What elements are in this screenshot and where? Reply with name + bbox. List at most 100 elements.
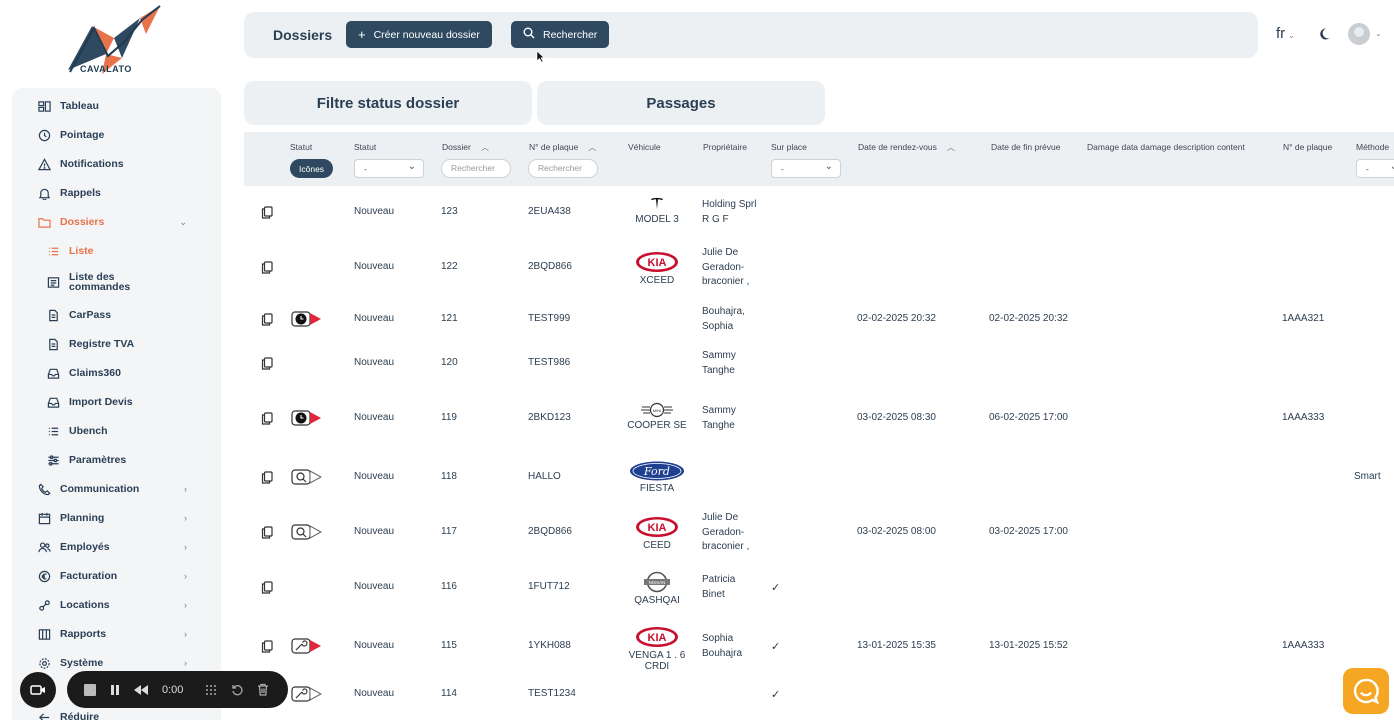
sidebar-item-registre-tva[interactable]: Registre TVA	[46, 333, 196, 355]
statut-cell: Nouveau	[354, 357, 395, 368]
restart-icon[interactable]	[231, 684, 243, 696]
sidebar-item-planning[interactable]: Planning ›	[37, 507, 187, 529]
vehicle-cell: NISSAN QASHQAI	[624, 571, 690, 606]
gear-icon	[37, 656, 51, 670]
inbox-icon	[46, 366, 60, 380]
tab-passages[interactable]: Passages	[537, 81, 825, 125]
search-icon	[523, 27, 535, 42]
create-dossier-button[interactable]: + Créer nouveau dossier	[346, 21, 492, 48]
sidebar-item-employes[interactable]: Employés ›	[37, 536, 187, 558]
sidebar-item-claims360[interactable]: Claims360	[46, 362, 196, 384]
header-plaque-2: N° de plaque	[1283, 142, 1333, 152]
sidebar-item-label: Paramètres	[69, 454, 127, 466]
header-fin: Date de fin prévue	[991, 142, 1061, 152]
sidebar-item-liste-commandes[interactable]: Liste des commandes	[46, 271, 196, 293]
sidebar-item-parametres[interactable]: Paramètres	[46, 449, 196, 471]
plaque-cell: 1FUT712	[528, 581, 570, 592]
copy-icon[interactable]	[261, 412, 273, 425]
check-icon: ✓	[771, 689, 781, 701]
sidebar-item-rapports[interactable]: Rapports ›	[37, 623, 187, 645]
bell-icon	[37, 186, 51, 200]
sidebar-item-systeme[interactable]: Système ›	[37, 652, 187, 674]
methode-filter-select[interactable]: -	[1356, 159, 1394, 178]
sidebar-item-ubench[interactable]: Ubench	[46, 420, 196, 442]
sidebar-item-liste[interactable]: Liste	[46, 240, 196, 262]
cavalato-logo	[68, 5, 161, 74]
language-selector[interactable]: fr ⌄	[1276, 25, 1295, 42]
sidebar-collapse-button[interactable]: Réduire	[37, 706, 187, 720]
trash-icon[interactable]	[257, 683, 269, 696]
copy-icon[interactable]	[261, 526, 273, 539]
sidebar-item-label: Réduire	[60, 711, 100, 720]
copy-icon[interactable]	[261, 640, 273, 653]
search-button[interactable]: Rechercher	[511, 21, 610, 48]
svg-text:MINI: MINI	[653, 408, 661, 413]
avatar[interactable]	[1348, 23, 1370, 45]
plaque-search-input[interactable]: Rechercher	[528, 159, 598, 178]
dossier-cell: 116	[441, 581, 457, 592]
sort-asc-icon: ︿	[946, 143, 955, 152]
sidebar-item-notifications[interactable]: Notifications	[37, 153, 187, 175]
vehicle-cell: KIA XCEED	[624, 251, 690, 286]
dark-mode-toggle-icon[interactable]	[1317, 27, 1331, 41]
sidebar-item-label: Facturation	[60, 570, 118, 582]
copy-icon[interactable]	[261, 261, 273, 274]
book-icon	[37, 627, 51, 641]
rdv-cell: 03-02-2025 08:30	[857, 412, 936, 423]
dossier-cell: 114	[441, 688, 457, 699]
recording-toolbar: 0:00	[67, 671, 288, 708]
sidebar-item-dossiers[interactable]: Dossiers ⌄	[37, 211, 187, 233]
sidebar-item-carpass[interactable]: CarPass	[46, 304, 196, 326]
sidebar-item-communication[interactable]: Communication ›	[37, 478, 187, 500]
phone-icon	[37, 482, 51, 496]
camera-button[interactable]	[20, 672, 56, 708]
copy-icon[interactable]	[261, 471, 273, 484]
plaque-cell: 2BKD123	[528, 412, 571, 423]
statut-cell: Nouveau	[354, 471, 395, 482]
header-rdv[interactable]: Date de rendez-vous ︿	[858, 142, 955, 152]
sidebar-item-tableau[interactable]: Tableau	[37, 95, 187, 117]
copy-icon[interactable]	[261, 313, 273, 326]
tab-filtre-status[interactable]: Filtre status dossier	[244, 81, 532, 125]
sidebar-item-import-devis[interactable]: Import Devis	[46, 391, 196, 413]
copy-icon[interactable]	[261, 206, 273, 219]
header-plaque[interactable]: N° de plaque ︿	[529, 142, 597, 152]
header-dossier[interactable]: Dossier ︿	[442, 142, 489, 152]
icons-filter-pill[interactable]: Icônes	[290, 159, 334, 178]
table-header: Statut Icônes Statut - Dossier︿ Recherch…	[244, 132, 1394, 186]
plaque2-cell: 1AAA333	[1282, 412, 1325, 423]
svg-text:Ford: Ford	[643, 465, 670, 478]
sidebar-item-facturation[interactable]: Facturation ›	[37, 565, 187, 587]
chat-support-button[interactable]	[1343, 668, 1389, 714]
copy-icon[interactable]	[261, 581, 273, 594]
chevron-down-icon[interactable]: ⌄	[1375, 29, 1382, 38]
owner-cell: Sammy Tanghe	[702, 350, 736, 376]
statut-cell: Nouveau	[354, 313, 395, 324]
plaque-cell: HALLO	[528, 471, 561, 482]
pause-icon[interactable]	[110, 684, 120, 696]
copy-icon[interactable]	[261, 357, 273, 370]
top-bar: Dossiers + Créer nouveau dossier Recherc…	[244, 12, 1258, 58]
status-wrench-gray-icon	[291, 686, 323, 702]
dossier-cell: 121	[441, 313, 458, 324]
grid-icon[interactable]	[205, 684, 217, 696]
stop-icon[interactable]	[84, 683, 96, 696]
header-statut-icons: Statut	[290, 142, 313, 152]
vehicle-model: QASHQAI	[634, 595, 680, 606]
sidebar-item-rappels[interactable]: Rappels	[37, 182, 187, 204]
sidebar-item-locations[interactable]: Locations ›	[37, 594, 187, 616]
rewind-icon[interactable]	[134, 684, 148, 695]
statut-filter-select[interactable]: -	[354, 159, 424, 178]
vehicle-model: COOPER SE	[627, 420, 687, 431]
dossier-search-input[interactable]: Rechercher	[441, 159, 511, 178]
dossier-cell: 122	[441, 261, 458, 272]
sur-place-filter-select[interactable]: -	[771, 159, 841, 178]
car-icon	[37, 598, 51, 612]
statut-cell: Nouveau	[354, 261, 395, 272]
ford-logo-icon: Ford	[624, 461, 690, 481]
sidebar-item-label: Dossiers	[60, 216, 105, 228]
chevron-right-icon: ›	[184, 571, 187, 581]
sidebar-item-pointage[interactable]: Pointage	[37, 124, 187, 146]
sidebar-item-label: Import Devis	[69, 396, 133, 408]
rdv-cell: 02-02-2025 20:32	[857, 313, 936, 324]
